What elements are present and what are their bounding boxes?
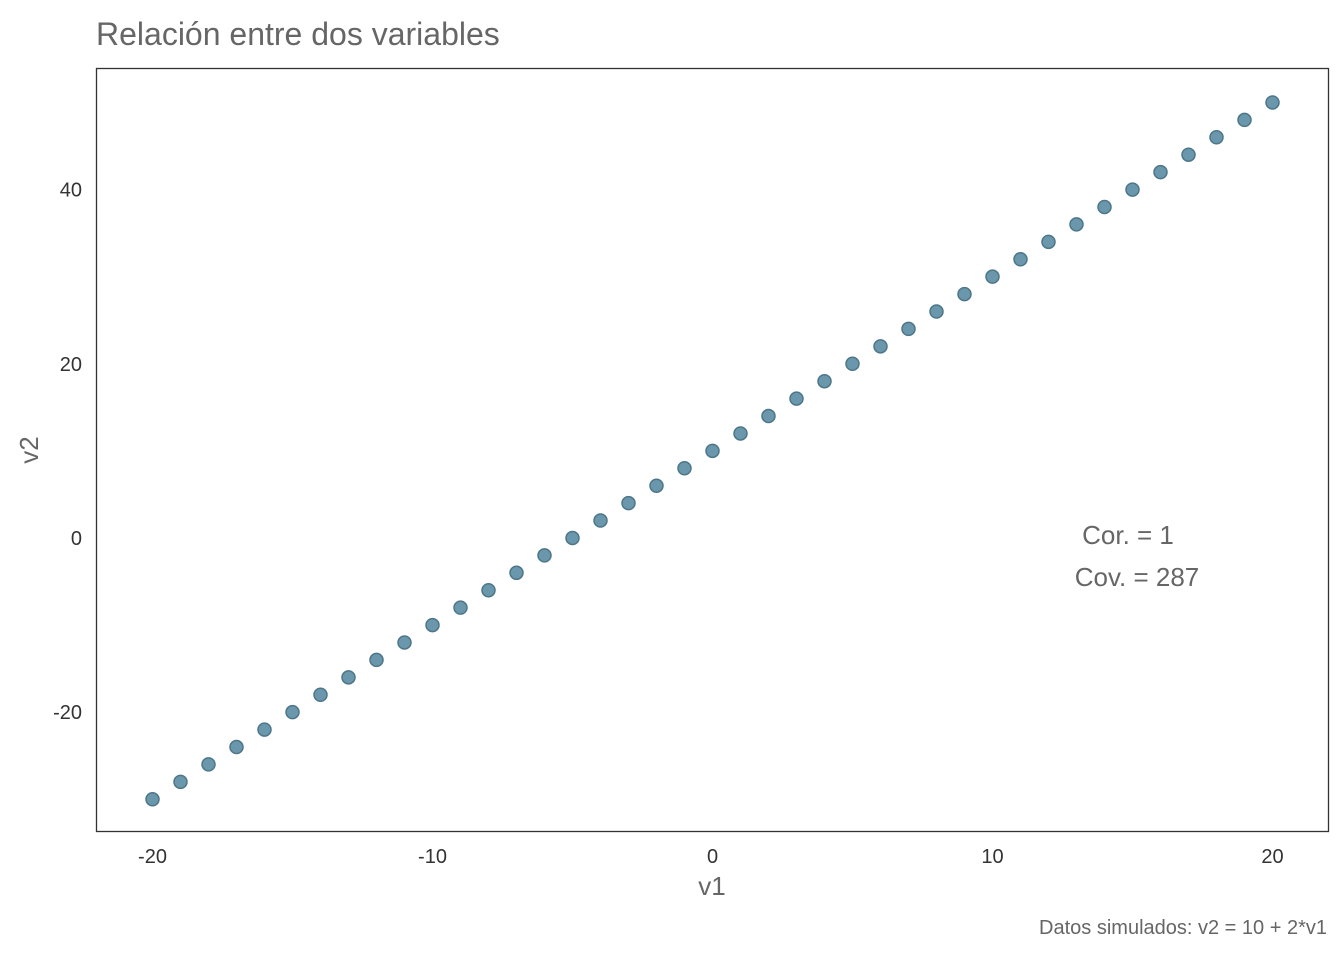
correlation-annotation: Cor. = 1 [1082, 520, 1174, 550]
plot-panel-border [95, 67, 1330, 833]
chart-caption: Datos simulados: v2 = 10 + 2*v1 [1039, 917, 1327, 939]
data-point [1097, 199, 1112, 215]
data-point [761, 408, 776, 424]
data-point [1013, 252, 1028, 267]
data-point [873, 339, 888, 354]
data-point [481, 582, 496, 598]
data-point [397, 635, 412, 650]
data-point [369, 652, 384, 668]
data-point [621, 495, 636, 511]
data-point [845, 356, 860, 372]
data-point [257, 722, 272, 737]
data-point [313, 687, 328, 703]
data-point [677, 461, 692, 476]
data-point [425, 617, 440, 633]
data-point [1069, 217, 1084, 232]
data-point [509, 565, 524, 581]
data-point [593, 513, 608, 528]
y-tick-label: 0 [71, 528, 82, 550]
data-point [1041, 234, 1056, 250]
data-point [901, 321, 916, 337]
data-point [985, 269, 1000, 284]
x-tick-label: 0 [707, 846, 718, 868]
data-point [229, 739, 244, 755]
x-tick-label: -10 [418, 846, 447, 868]
covariance-annotation: Cov. = 287 [1075, 562, 1200, 592]
data-point [957, 286, 972, 302]
y-tick-label: -20 [53, 702, 82, 724]
data-point [1209, 130, 1224, 145]
x-axis-title: v1 [698, 871, 725, 901]
data-point [537, 548, 552, 563]
y-tick-label: 20 [60, 354, 82, 376]
data-point [201, 757, 216, 772]
data-point [173, 774, 188, 790]
data-point [565, 530, 580, 546]
data-point [929, 304, 944, 319]
data-point [341, 670, 356, 685]
data-point [1237, 112, 1252, 128]
chart-title: Relación entre dos variables [96, 16, 500, 52]
data-point [705, 443, 720, 459]
x-tick-label: 20 [1261, 846, 1283, 868]
data-point [145, 792, 160, 807]
data-point [789, 391, 804, 406]
data-point [1265, 95, 1280, 110]
x-tick-label: 10 [981, 846, 1003, 868]
y-axis-title: v2 [14, 436, 44, 463]
x-tick-label: -20 [138, 846, 167, 868]
data-point [453, 600, 468, 615]
data-points [145, 95, 1280, 807]
data-point [817, 373, 832, 389]
data-point [733, 426, 748, 441]
y-axis: -20 0 20 40 [53, 180, 82, 725]
data-point [1153, 164, 1168, 180]
data-point [1125, 182, 1140, 197]
data-point [649, 478, 664, 493]
y-tick-label: 40 [60, 180, 82, 202]
x-axis: -20 -10 0 10 20 [138, 846, 1284, 868]
data-point [1181, 147, 1196, 162]
data-point [285, 704, 300, 720]
